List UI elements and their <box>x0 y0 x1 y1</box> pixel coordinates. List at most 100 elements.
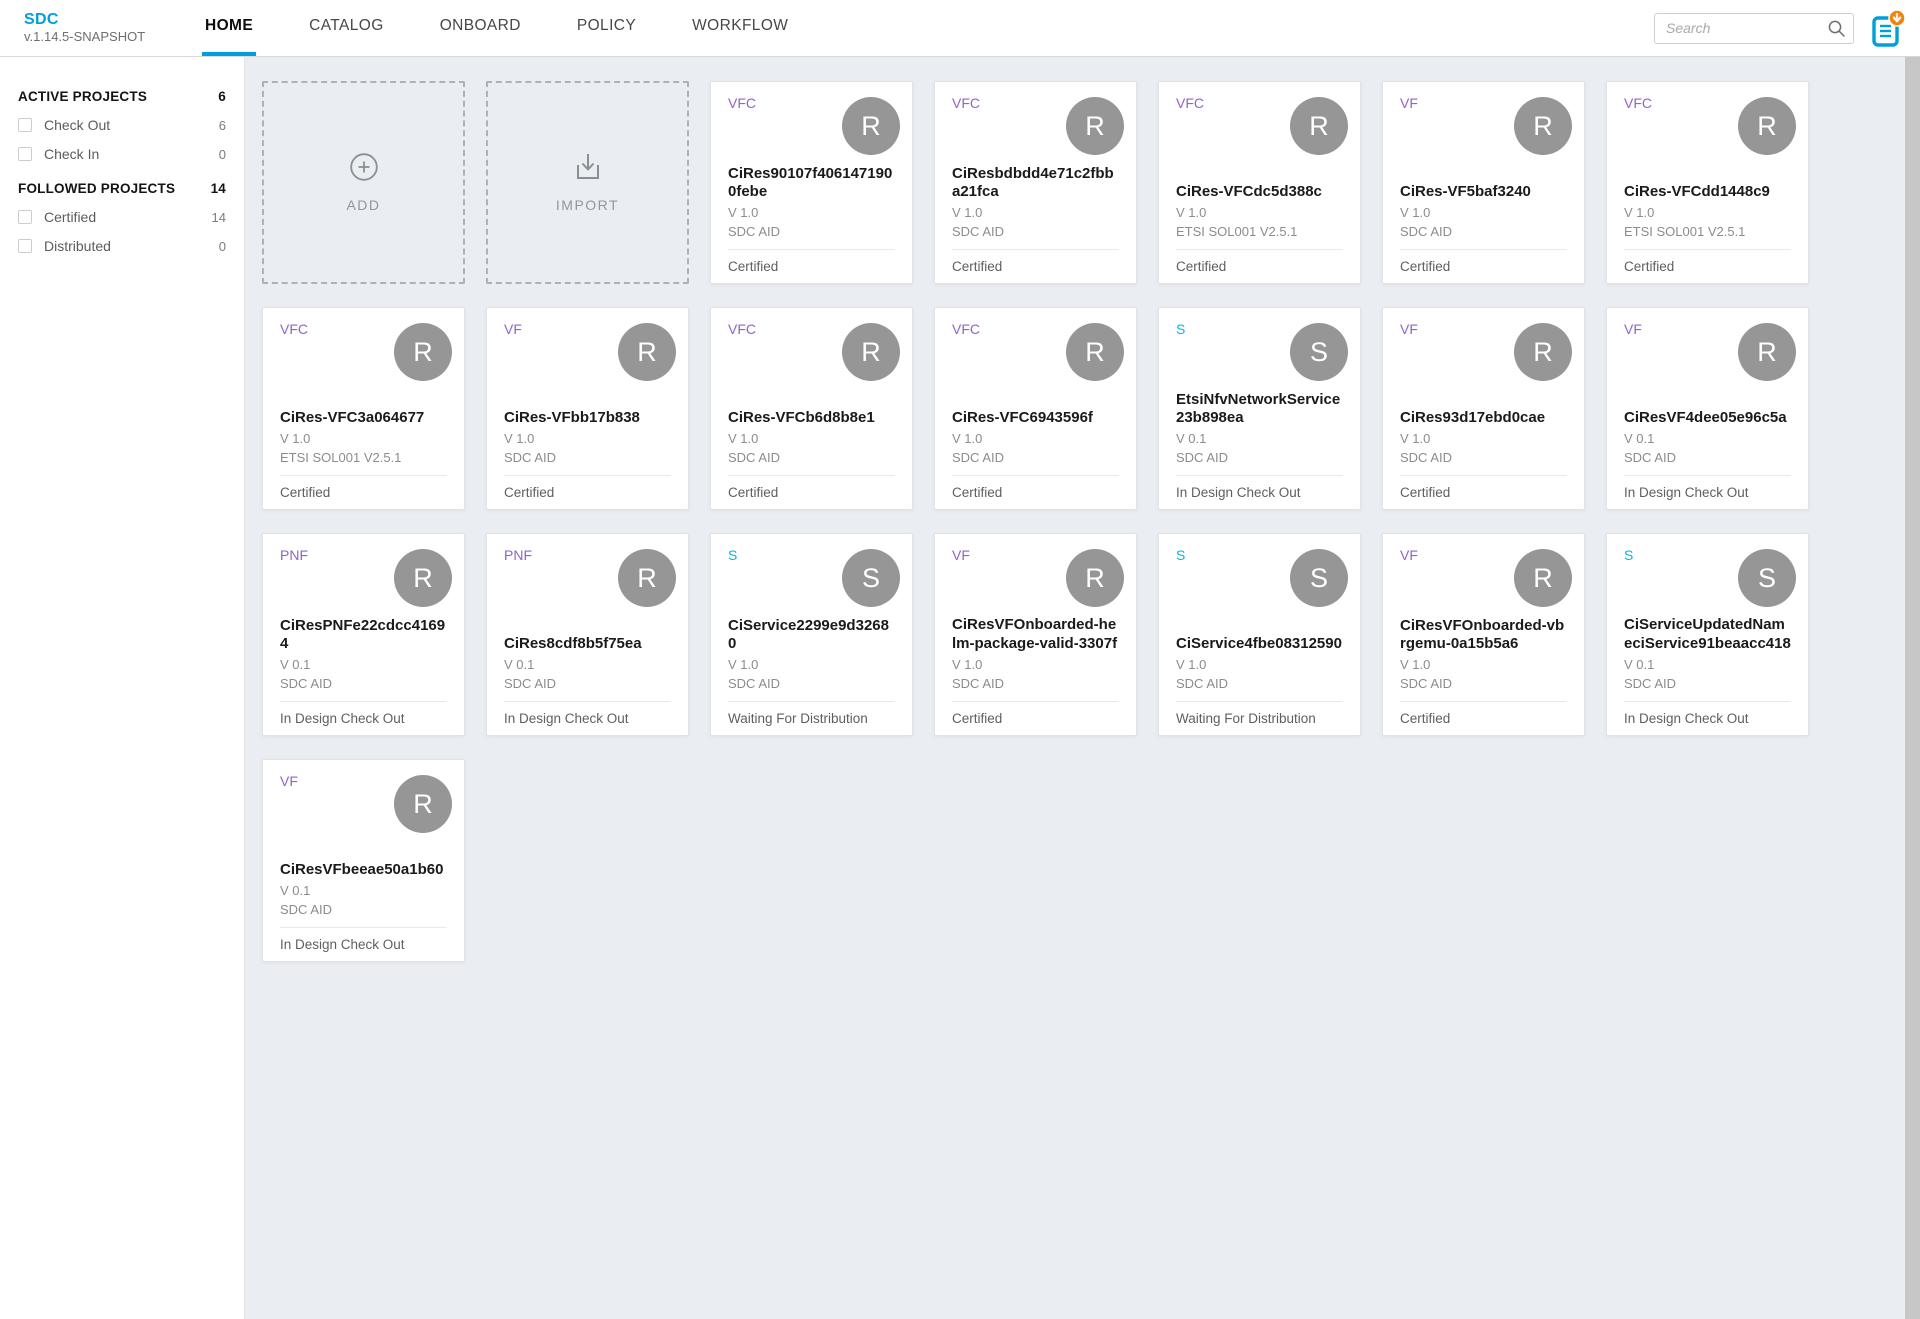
document-download-icon <box>1870 9 1906 55</box>
card-divider <box>1400 249 1567 250</box>
avatar-letter: R <box>1533 110 1553 141</box>
component-card[interactable]: VFC R CiRes-VFCdd1448c9 V 1.0 ETSI SOL00… <box>1606 81 1809 284</box>
dashboard-content: ADD IMPORT VFC R CiRes90107f4061471900 <box>245 57 1920 1319</box>
filter-checkbox[interactable] <box>18 118 32 132</box>
component-category: SDC AID <box>1176 449 1229 465</box>
component-avatar: R <box>394 323 452 381</box>
filter-label: Check Out <box>44 117 111 133</box>
component-category: SDC AID <box>280 675 333 691</box>
component-version: V 1.0 <box>728 431 759 447</box>
card-divider <box>1624 475 1791 476</box>
import-component-tile[interactable]: IMPORT <box>486 81 689 284</box>
add-component-tile[interactable]: ADD <box>262 81 465 284</box>
component-card[interactable]: S S EtsiNfvNetworkService23b898ea V 0.1 … <box>1158 307 1361 510</box>
component-category: ETSI SOL001 V2.5.1 <box>1624 223 1746 239</box>
import-icon <box>571 152 605 187</box>
component-lifecycle-status: Certified <box>280 485 331 500</box>
component-card[interactable]: PNF R CiRes8cdf8b5f75ea V 0.1 SDC AID In… <box>486 533 689 736</box>
card-divider <box>1624 249 1791 250</box>
card-divider <box>1176 701 1343 702</box>
component-category: SDC AID <box>952 223 1005 239</box>
component-card[interactable]: VFC R CiRes-VFC6943596f V 1.0 SDC AID Ce… <box>934 307 1137 510</box>
card-divider <box>952 475 1119 476</box>
nav-tab[interactable]: CATALOG <box>309 17 384 34</box>
component-type-label: S <box>728 547 738 563</box>
component-type-label: S <box>1176 321 1186 337</box>
filter-checkbox[interactable] <box>18 147 32 161</box>
component-card[interactable]: S S CiServiceUpdatedNameciService91beaac… <box>1606 533 1809 736</box>
component-lifecycle-status: Waiting For Distribution <box>1176 711 1316 726</box>
component-card[interactable]: VF R CiResVFbeeae50a1b60 V 0.1 SDC AID I… <box>262 759 465 962</box>
component-card[interactable]: VFC R CiRes-VFCb6d8b8e1 V 1.0 SDC AID Ce… <box>710 307 913 510</box>
component-category: SDC AID <box>504 675 557 691</box>
component-avatar: R <box>1738 323 1796 381</box>
filter-label: Certified <box>44 209 97 225</box>
component-category: SDC AID <box>1400 675 1453 691</box>
component-card[interactable]: VF R CiResVF4dee05e96c5a V 0.1 SDC AID I… <box>1606 307 1809 510</box>
component-title: CiRes93d17ebd0cae <box>1400 409 1546 427</box>
component-card[interactable]: PNF R CiResPNFe22cdcc41694 V 0.1 SDC AID… <box>262 533 465 736</box>
component-card[interactable]: VF R CiRes93d17ebd0cae V 1.0 SDC AID Cer… <box>1382 307 1585 510</box>
component-title: CiRes-VFbb17b838 <box>504 409 640 427</box>
component-card[interactable]: VFC R CiRes90107f4061471900febe V 1.0 SD… <box>710 81 913 284</box>
component-version: V 1.0 <box>504 431 535 447</box>
component-title: CiResPNFe22cdcc41694 <box>280 616 446 653</box>
import-tile-label: IMPORT <box>555 197 620 213</box>
component-lifecycle-status: Certified <box>952 485 1003 500</box>
nav-tab[interactable]: POLICY <box>576 17 637 34</box>
filter-item[interactable]: Check In 0 <box>18 143 226 165</box>
component-avatar: R <box>618 549 676 607</box>
avatar-letter: R <box>861 336 881 367</box>
component-card[interactable]: VFC R CiRes-VFCdc5d388c V 1.0 ETSI SOL00… <box>1158 81 1361 284</box>
filter-item[interactable]: Check Out 6 <box>18 114 226 136</box>
nav-tab[interactable]: ONBOARD <box>439 17 521 34</box>
component-category: SDC AID <box>728 449 781 465</box>
component-lifecycle-status: Certified <box>1624 259 1675 274</box>
component-title: CiResVF4dee05e96c5a <box>1624 409 1787 427</box>
component-category: SDC AID <box>1624 449 1677 465</box>
component-card[interactable]: VF R CiResVFOnboarded-helm-package-valid… <box>934 533 1137 736</box>
avatar-letter: R <box>1533 336 1553 367</box>
app-logo[interactable]: SDC v.1.14.5-SNAPSHOT <box>24 0 164 56</box>
component-card[interactable]: S S CiService2299e9d32680 V 1.0 SDC AID … <box>710 533 913 736</box>
vertical-scrollbar[interactable] <box>1905 57 1920 1319</box>
filter-checkbox[interactable] <box>18 210 32 224</box>
component-card[interactable]: VF R CiRes-VF5baf3240 V 1.0 SDC AID Cert… <box>1382 81 1585 284</box>
nav-tab[interactable]: HOME <box>202 0 257 56</box>
component-card[interactable]: VF R CiResVFOnboarded-vbrgemu-0a15b5a6 V… <box>1382 533 1585 736</box>
app-header: SDC v.1.14.5-SNAPSHOT HOME CATALOG ONBOA… <box>0 0 1920 57</box>
search-input[interactable] <box>1654 12 1854 44</box>
filter-checkbox[interactable] <box>18 239 32 253</box>
component-card[interactable]: S S CiService4fbe08312590 V 1.0 SDC AID … <box>1158 533 1361 736</box>
component-avatar: R <box>1066 549 1124 607</box>
component-type-label: VFC <box>952 95 980 111</box>
component-version: V 1.0 <box>728 205 759 221</box>
component-category: SDC AID <box>504 449 557 465</box>
nav-tab[interactable]: WORKFLOW <box>692 17 789 34</box>
avatar-letter: R <box>637 562 657 593</box>
component-title: CiRes-VFCdd1448c9 <box>1624 183 1770 201</box>
component-category: SDC AID <box>1400 223 1453 239</box>
card-divider <box>952 701 1119 702</box>
component-card[interactable]: VFC R CiRes-VFC3a064677 V 1.0 ETSI SOL00… <box>262 307 465 510</box>
component-avatar: R <box>1514 549 1572 607</box>
component-avatar: S <box>1290 323 1348 381</box>
component-lifecycle-status: In Design Check Out <box>504 711 629 726</box>
avatar-letter: S <box>1309 562 1328 593</box>
component-card[interactable]: VFC R CiResbdbdd4e71c2fbba21fca V 1.0 SD… <box>934 81 1137 284</box>
component-lifecycle-status: Certified <box>1400 259 1451 274</box>
component-title: CiRes-VFC3a064677 <box>280 409 425 427</box>
component-version: V 1.0 <box>728 657 759 673</box>
component-card[interactable]: VF R CiRes-VFbb17b838 V 1.0 SDC AID Cert… <box>486 307 689 510</box>
card-divider <box>280 475 447 476</box>
filter-item[interactable]: Certified 14 <box>18 206 226 228</box>
filter-count: 14 <box>211 209 226 225</box>
component-avatar: R <box>842 97 900 155</box>
filter-label: Check In <box>44 146 100 162</box>
filter-item[interactable]: Distributed 0 <box>18 235 226 257</box>
component-version: V 1.0 <box>952 657 983 673</box>
component-lifecycle-status: Certified <box>952 259 1003 274</box>
distribution-notifications-button[interactable] <box>1870 9 1906 51</box>
app-logo-text: SDC <box>24 11 59 28</box>
component-type-label: VFC <box>728 95 756 111</box>
